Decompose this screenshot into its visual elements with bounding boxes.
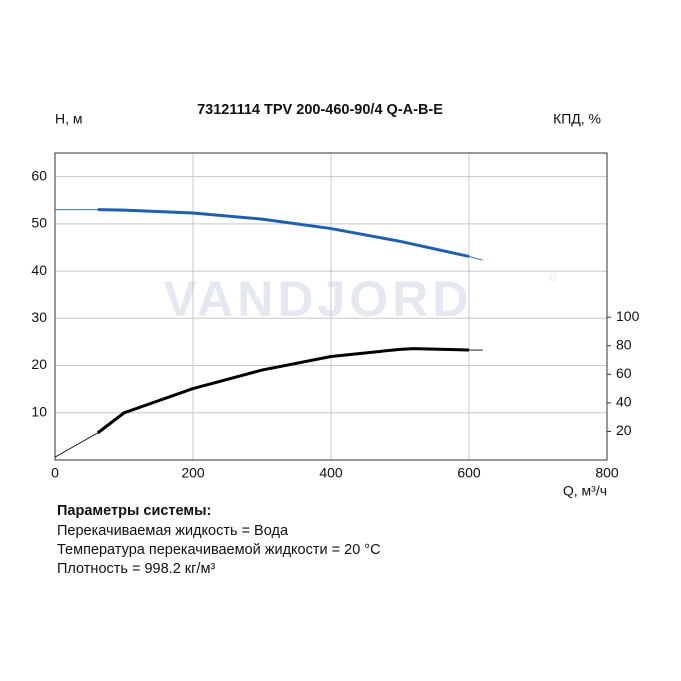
- y-tick-label: 60: [31, 167, 47, 183]
- params-line: Температура перекачиваемой жидкости = 20…: [57, 542, 381, 558]
- watermark-mark: ®: [548, 269, 558, 284]
- params-line: Плотность = 998.2 кг/м³: [57, 561, 216, 577]
- y2-axis-label: КПД, %: [553, 111, 601, 127]
- chart-title: 73121114 TPV 200-460-90/4 Q-A-B-E: [197, 102, 443, 118]
- y2-tick-label: 100: [616, 308, 640, 324]
- y-tick-label: 40: [31, 262, 47, 278]
- y-tick-label: 20: [31, 356, 47, 372]
- x-axis-label: Q, м³/ч: [563, 483, 607, 499]
- params-heading: Параметры системы:: [57, 503, 212, 519]
- x-tick-label: 800: [595, 465, 619, 481]
- params-line: Перекачиваемая жидкость = Вода: [57, 523, 289, 539]
- y-tick-label: 10: [31, 403, 47, 419]
- curve-extended: [54, 348, 483, 458]
- y2-tick-label: 80: [616, 336, 632, 352]
- curve-extended: [55, 209, 483, 261]
- plot-frame: [54, 152, 608, 461]
- x-tick-label: 600: [457, 465, 481, 481]
- y-axis-label: H, м: [55, 111, 83, 127]
- x-tick-label: 400: [319, 465, 343, 481]
- x-tick-label: 200: [181, 465, 205, 481]
- y-tick-label: 50: [31, 215, 47, 231]
- y2-tick-label: 20: [616, 422, 632, 438]
- x-tick-label: 0: [51, 465, 59, 481]
- curve: [96, 347, 470, 435]
- y2-tick-label: 40: [616, 394, 632, 410]
- y-tick-label: 30: [31, 309, 47, 325]
- curve: [97, 208, 470, 258]
- y2-tick-label: 60: [616, 365, 632, 381]
